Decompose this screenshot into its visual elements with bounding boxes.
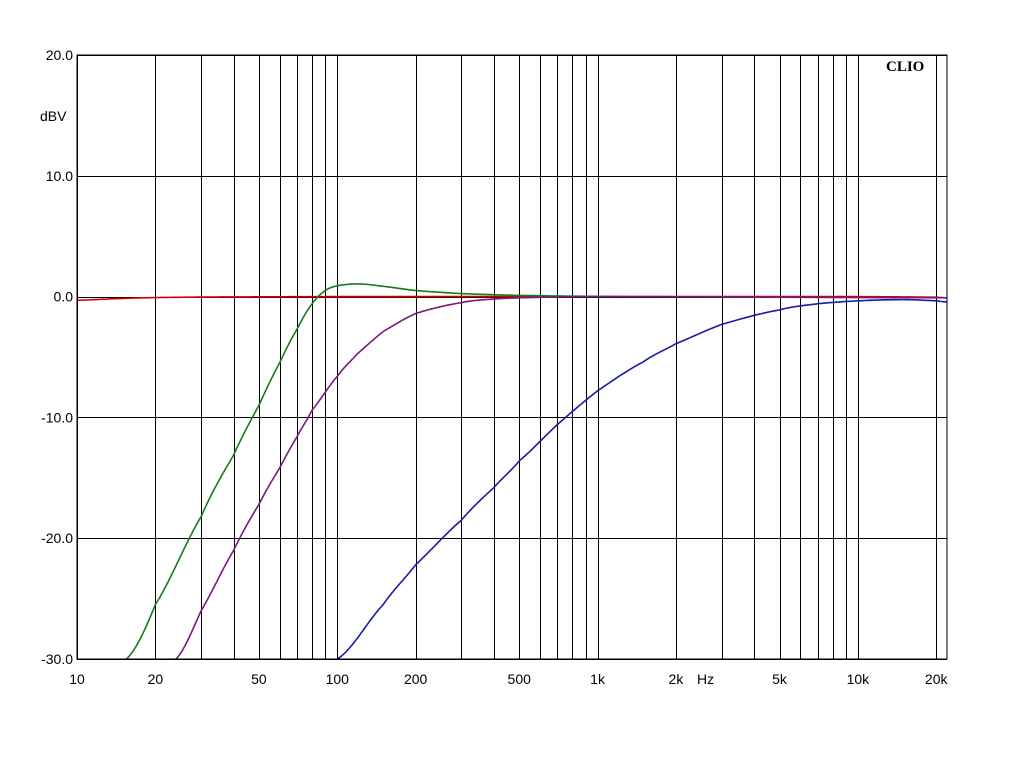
- series-line-2: [175, 295, 947, 659]
- grid: [77, 55, 947, 660]
- y-tick-label-5: -30.0: [41, 651, 73, 667]
- x-tick-label-6: 1k: [590, 671, 606, 687]
- x-tick-label-4: 200: [404, 671, 428, 687]
- series-group: [77, 283, 947, 659]
- series-line-3: [336, 298, 947, 659]
- series-line-1: [125, 283, 628, 659]
- y-tick-label-2: 0.0: [54, 289, 74, 305]
- plot-frame: [76, 54, 948, 660]
- y-tick-label-1: 10.0: [46, 168, 73, 184]
- x-tick-label-1: 20: [148, 671, 164, 687]
- x-tick-labels: 10 20 50 100 200 500 1k 2k 5k 10k 20k: [69, 671, 948, 687]
- x-tick-label-2: 50: [251, 671, 267, 687]
- y-tick-label-0: 20.0: [46, 47, 73, 63]
- series-line-0: [77, 295, 947, 302]
- x-tick-label-8: 5k: [772, 671, 788, 687]
- x-tick-label-3: 100: [326, 671, 350, 687]
- y-axis-label: dBV: [40, 108, 67, 124]
- x-tick-label-5: 500: [508, 671, 532, 687]
- y-tick-label-4: -20.0: [41, 530, 73, 546]
- x-tick-label-10: 20k: [925, 671, 949, 687]
- clio-brand-label: CLIO: [886, 59, 924, 75]
- y-tick-label-3: -10.0: [41, 409, 73, 425]
- x-tick-label-0: 10: [69, 671, 85, 687]
- x-tick-label-9: 10k: [847, 671, 871, 687]
- y-tick-labels: 20.0 10.0 0.0 -10.0 -20.0 -30.0: [41, 47, 73, 667]
- x-tick-label-7: 2k: [669, 671, 685, 687]
- x-axis-unit-label: Hz: [697, 671, 714, 687]
